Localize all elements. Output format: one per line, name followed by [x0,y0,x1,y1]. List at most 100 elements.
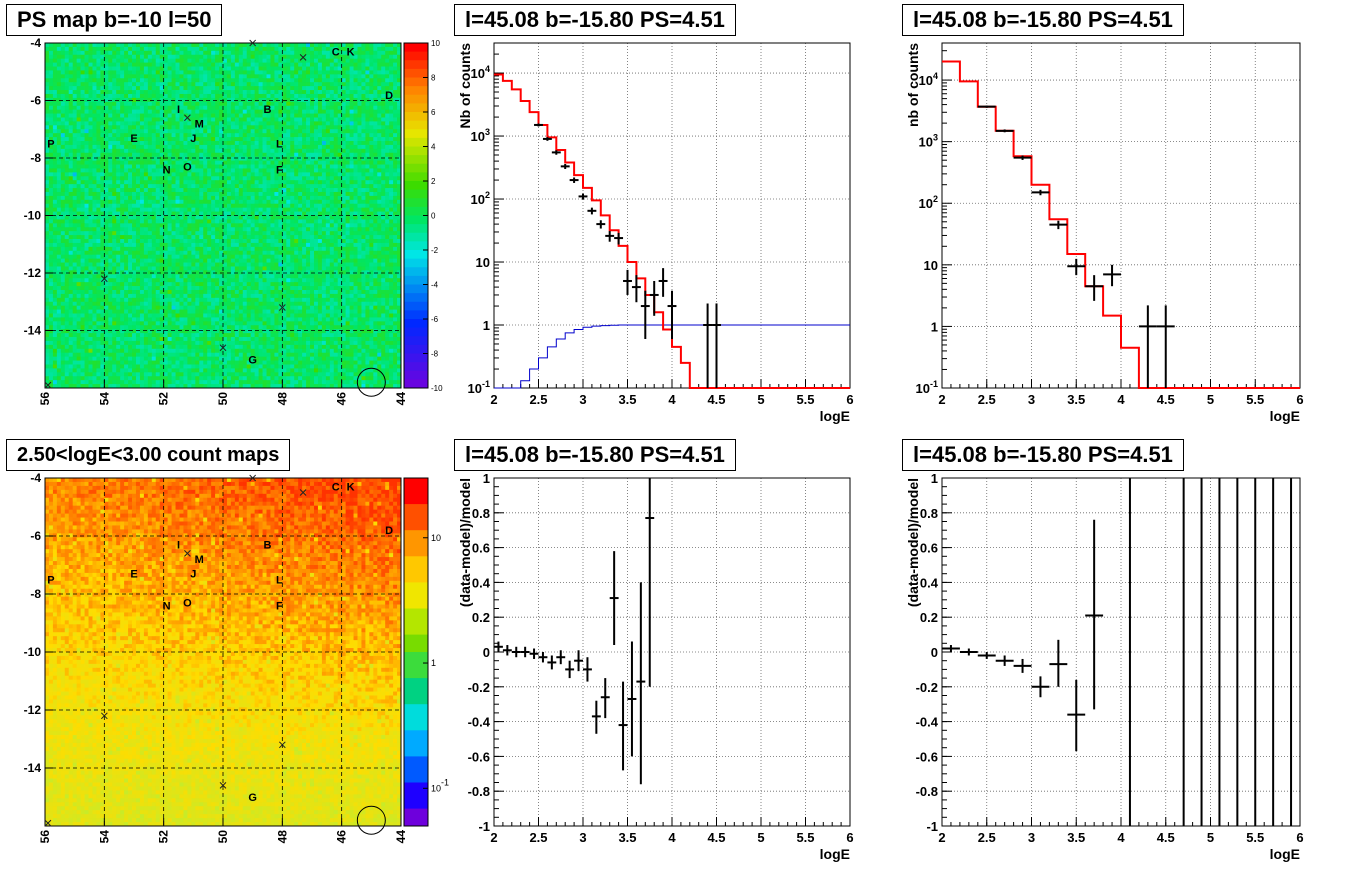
res2-xtick-label: 2 [938,830,945,845]
ps-map-title: PS map b=-10 l=50 [6,4,223,36]
spec1-xtick-label: 5 [757,392,764,407]
spec1-xtick-label: 4 [668,392,676,407]
count_map-source-label: L [276,575,283,587]
spec1-xtick-label: 6 [846,392,853,407]
ps_map-xtick-label: 48 [275,392,289,406]
ps_map-source-label: F [276,165,283,177]
count_map-source-label: E [130,569,137,581]
spectrum-2-title: l=45.08 b=-15.80 PS=4.51 [902,4,1184,36]
spec1-xtick-label: 4.5 [707,392,725,407]
count_map-ytick-label: -6 [30,529,41,543]
spec2-ytick-label: 10 [924,258,938,273]
ps_map-colorbar-label: -4 [431,281,439,290]
ps_map-colorbar-label: 0 [431,212,436,221]
spec2-ytick-label: 102 [919,194,938,211]
res2-xlabel: logE [1270,846,1300,862]
count_map-ytick-label: -10 [24,645,42,659]
residual-2-title: l=45.08 b=-15.80 PS=4.51 [902,439,1184,471]
count_map-ytick-label: -8 [30,587,41,601]
ps_map-colorbar-label: 2 [431,177,436,186]
res2-xtick-label: 4 [1117,830,1125,845]
spec1-xlabel: logE [820,408,850,424]
ps_map-source-label: L [276,139,283,151]
ps_map-cross-marker [44,381,52,389]
res2-ytick-label: 0.8 [920,506,938,521]
res1-ytick-label: 0 [483,645,490,660]
res1-ylabel: (data-model)/model [457,478,473,607]
res1-ytick-label: 1 [483,471,490,486]
ps_map-colorbar-label: -8 [431,350,439,359]
spec2-xtick-label: 5 [1207,392,1214,407]
res1-xtick-label: 2.5 [529,830,547,845]
ps_map-cross-marker [184,114,191,122]
spec1-ytick-label: 104 [471,64,490,81]
count_map-xtick-label: 46 [335,830,349,844]
count_map-source-label: O [183,598,192,610]
res2-ytick-label: 0.4 [920,575,939,590]
res2-ytick-label: -1 [926,819,938,834]
ps_map-colorbar-label: 4 [431,143,436,152]
count_map-xtick-label: 48 [275,830,289,844]
ps_map-cross-marker [100,275,108,283]
spec1-ytick-label: 10 [476,255,490,270]
spec2-model-histogram [942,60,1300,389]
res2-ytick-label: -0.2 [916,680,938,695]
count_map-ytick-label: -4 [30,471,41,485]
ps_map-source-label: K [347,47,355,59]
count_map-source-label: J [190,569,196,581]
count_map-xtick-label: 56 [38,830,52,844]
count_map-xtick-label: 52 [157,830,171,844]
res1-ytick-label: 0.2 [472,610,490,625]
res1-xtick-label: 5.5 [796,830,814,845]
spec2-ytick-label: 103 [919,133,938,150]
count_map-source-label: K [347,482,355,494]
spec2-xtick-label: 4.5 [1157,392,1175,407]
res1-xtick-label: 3 [579,830,586,845]
spec2-ytick-label: 104 [919,71,938,88]
count_map-xtick-label: 50 [216,830,230,844]
count_map-colorbar-label: 1 [431,658,436,668]
spec1-ytick-label: 1 [483,318,490,333]
ps_map-source-label: I [177,104,180,116]
spec1-ytick-label: 102 [471,190,490,207]
ps_map-source-label: N [163,165,171,177]
spec1-xtick-label: 2 [490,392,497,407]
spec2-xtick-label: 6 [1296,392,1303,407]
res2-ytick-label: 0.2 [920,610,938,625]
count_map-xtick-label: 44 [394,830,408,844]
spec2-xtick-label: 2 [938,392,945,407]
count_map-source-label: D [385,525,393,537]
spec2-plot: 2 2.5 3 3.5 4 4.5 5 5.5 6 10-1 1 10 102 103 104 logE nb … [905,42,1304,424]
spec1-ytick-label: 10-1 [468,379,490,396]
res1-ytick-label: -0.6 [468,749,490,764]
ps_map-cross-marker [219,344,227,352]
res2-xtick-label: 5 [1207,830,1214,845]
res1-xtick-label: 5 [757,830,764,845]
ps_map-ytick-label: -6 [30,94,41,108]
count_map-source-label: F [276,601,283,613]
ps_map-cells [45,43,402,389]
res2-xtick-label: 4.5 [1157,830,1175,845]
res2-ytick-label: -0.4 [916,715,939,730]
count_map-source-label: I [177,540,180,552]
ps_map-source-label: D [385,90,393,102]
count_map-xtick-label: 54 [97,830,111,844]
count_map-source-label: C [332,482,340,494]
ps_map-cross-marker [299,54,307,61]
ps_map-ytick-label: -12 [24,266,42,280]
ps_map-ytick-label: -8 [30,151,41,165]
ps_map-source-label: J [190,133,196,145]
ps_map-xtick-label: 56 [38,392,52,406]
res2-ytick-label: -0.6 [916,749,938,764]
res1-ytick-label: 0.4 [472,575,491,590]
spec1-ylabel: Nb of counts [457,43,473,129]
res1-xlabel: logE [820,846,850,862]
res1-xtick-label: 6 [846,830,853,845]
spec1-model-histogram [494,73,850,389]
ps_map-cross-marker [278,304,286,311]
ps_map-colorbar-label: 8 [431,74,436,83]
ps_map-ytick-label: -4 [30,36,41,50]
count_map-source-label: N [163,601,171,613]
ps_map-xtick-label: 44 [394,392,408,406]
res2-xtick-label: 5.5 [1246,830,1264,845]
